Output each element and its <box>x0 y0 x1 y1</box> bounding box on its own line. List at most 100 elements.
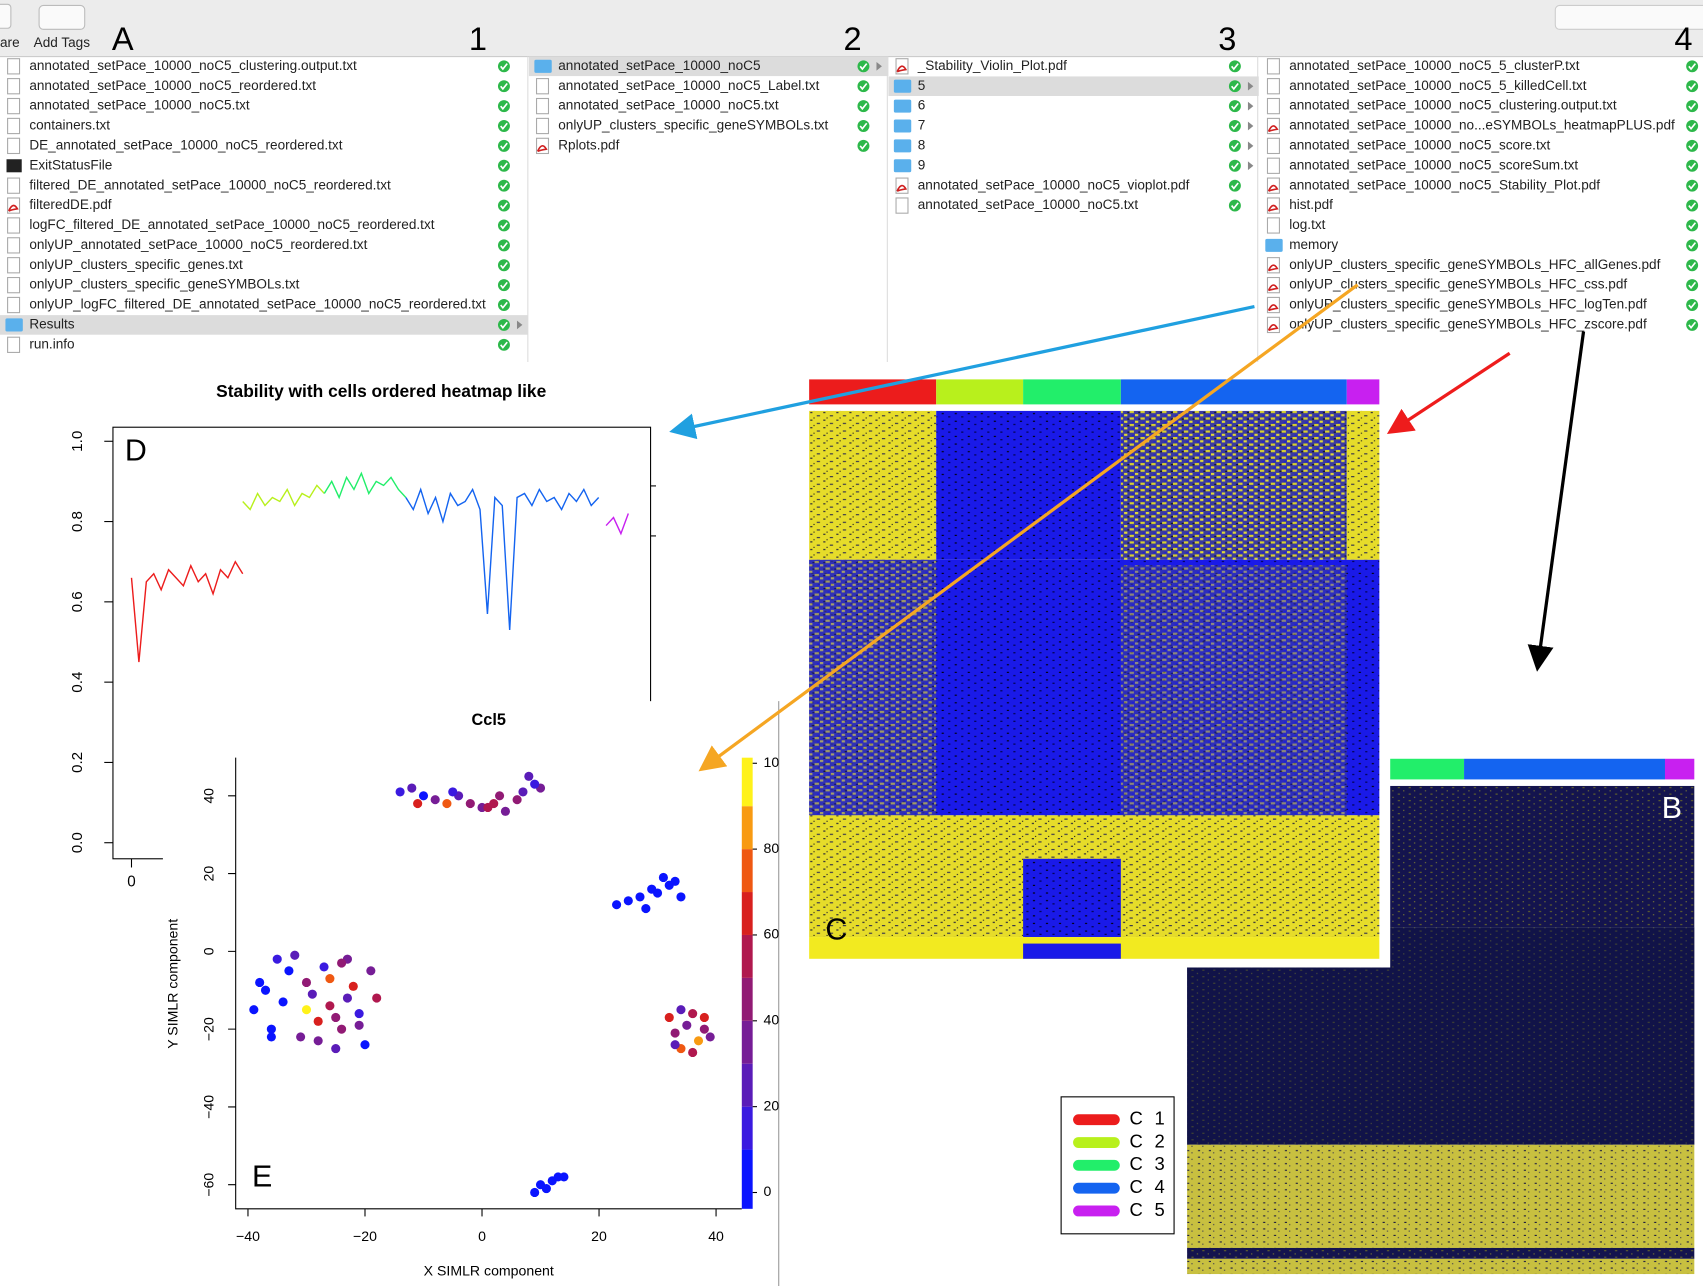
file-name[interactable]: annotated_setPace_10000_noC5 <box>558 58 760 73</box>
folder-icon <box>1265 238 1283 252</box>
colorbar-band <box>741 1106 753 1150</box>
stability-line <box>323 471 407 500</box>
search-field[interactable] <box>1554 4 1703 30</box>
check-glyph <box>859 102 868 111</box>
colorbar-band <box>741 934 753 978</box>
file-name[interactable]: 7 <box>918 118 926 133</box>
point <box>688 1009 698 1019</box>
file-name[interactable]: log.txt <box>1289 217 1325 232</box>
chevron <box>516 320 523 330</box>
file-name[interactable]: DE_annotated_setPace_10000_noC5_reordere… <box>29 137 342 152</box>
file-name[interactable]: filtered_DE_annotated_setPace_10000_noC5… <box>29 177 391 192</box>
file-name[interactable]: ExitStatusFile <box>29 157 112 172</box>
file-name[interactable]: onlyUP_clusters_specific_geneSYMBOLs_HFC… <box>1289 297 1647 312</box>
y-tick-label: 20 <box>200 866 216 882</box>
file-name[interactable]: run.info <box>29 336 74 351</box>
heatmap-c <box>798 375 1391 968</box>
check-glyph <box>1688 222 1697 230</box>
file-icon <box>1266 217 1280 234</box>
stability-plot: Stability with cells ordered heatmap lik… <box>69 381 657 891</box>
check-glyph <box>859 63 868 71</box>
file-name[interactable]: _Stability_Violin_Plot.pdf <box>917 58 1067 73</box>
file-icon <box>1266 78 1280 95</box>
file-name[interactable]: onlyUP_clusters_specific_geneSYMBOLs_HFC… <box>1289 317 1647 332</box>
pdf-glyph <box>896 65 908 73</box>
file-name[interactable]: annotated_setPace_10000_noC5_clustering.… <box>1289 98 1617 113</box>
colorbar-label: 40 <box>764 1012 780 1028</box>
axes <box>235 757 742 1210</box>
check-glyph <box>500 321 508 329</box>
x-tick-label: 0 <box>127 874 135 891</box>
file-name[interactable]: annotated_setPace_10000_noC5_scoreSum.tx… <box>1289 157 1578 172</box>
share-button[interactable] <box>0 3 12 29</box>
file-name[interactable]: 5 <box>918 78 926 93</box>
file-name[interactable]: onlyUP_clusters_specific_geneSYMBOLs_HFC… <box>1289 277 1627 292</box>
file-name[interactable]: onlyUP_annotated_setPace_10000_noC5_reor… <box>29 237 367 252</box>
y-tick-label: 0 <box>200 947 216 955</box>
legend-label: C 2 <box>1130 1130 1169 1151</box>
file-name[interactable]: annotated_setPace_10000_noC5_vioplot.pdf <box>918 177 1190 192</box>
file-name[interactable]: annotated_setPace_10000_noC5_score.txt <box>1289 137 1550 152</box>
file-name[interactable]: annotated_setPace_10000_noC5_Stability_P… <box>1289 177 1600 192</box>
file-name[interactable]: hist.pdf <box>1289 197 1333 212</box>
file-name[interactable]: annotated_setPace_10000_noC5_5_clusterP.… <box>1289 58 1579 73</box>
check-glyph <box>1230 82 1239 91</box>
point <box>658 872 668 883</box>
y-tick-label: 0.4 <box>69 671 86 693</box>
x-tick-label: 0 <box>478 1228 486 1244</box>
file-name[interactable]: onlyUP_clusters_specific_geneSYMBOLs.txt <box>29 277 299 292</box>
file-name[interactable]: onlyUP_clusters_specific_genes.txt <box>29 257 243 272</box>
file-name[interactable]: 8 <box>918 137 926 152</box>
point <box>465 799 475 809</box>
file-name[interactable]: containers.txt <box>29 118 110 133</box>
file-name[interactable]: onlyUP_clusters_specific_geneSYMBOLs_HFC… <box>1289 257 1660 272</box>
file-name[interactable]: annotated_setPace_10000_noC5.txt <box>558 98 779 113</box>
file-name[interactable]: 6 <box>918 98 926 113</box>
file-name[interactable]: 9 <box>918 157 926 172</box>
heatmap-block <box>1187 1144 1695 1248</box>
check-glyph <box>500 222 508 230</box>
status-check <box>857 120 870 132</box>
heatmap-block <box>1023 858 1121 938</box>
point <box>705 1032 715 1042</box>
point <box>699 1024 709 1034</box>
file-name[interactable]: annotated_setPace_10000_noC5.txt <box>918 197 1139 212</box>
legend-label: C 3 <box>1130 1153 1169 1174</box>
y-tick-label: −40 <box>200 1095 216 1119</box>
file-name[interactable]: memory <box>1289 237 1338 252</box>
file-name[interactable]: filteredDE.pdf <box>29 197 111 212</box>
y-tick-label: 0.8 <box>69 511 86 532</box>
panel-label: C <box>825 913 847 947</box>
check-glyph <box>500 341 508 349</box>
point <box>518 787 528 797</box>
point <box>541 1184 551 1194</box>
check-glyph <box>859 122 868 131</box>
file-name[interactable]: annotated_setPace_10000_noC5_reordered.t… <box>29 78 316 93</box>
file-name[interactable]: annotated_setPace_10000_noC5_5_killedCel… <box>1289 78 1587 93</box>
check-glyph <box>500 301 508 310</box>
chart-title: Ccl5 <box>472 711 506 729</box>
tags-button[interactable] <box>38 4 86 30</box>
file-icon <box>7 276 21 294</box>
y-tick-label: 0.6 <box>69 591 86 612</box>
point <box>255 977 265 988</box>
file-name[interactable]: Results <box>29 317 74 332</box>
file-name[interactable]: onlyUP_clusters_specific_geneSYMBOLs.txt <box>558 118 828 133</box>
folder-icon <box>534 59 552 73</box>
pdf-glyph <box>1267 125 1279 133</box>
file-name[interactable]: annotated_setPace_10000_noC5_Label.txt <box>558 78 819 93</box>
check-glyph <box>500 142 508 150</box>
file-name[interactable]: Rplots.pdf <box>558 137 619 152</box>
file-name[interactable]: onlyUP_logFC_filtered_DE_annotated_setPa… <box>29 297 486 312</box>
file-name[interactable]: logFC_filtered_DE_annotated_setPace_1000… <box>29 217 434 232</box>
file-name[interactable]: annotated_setPace_10000_no...eSYMBOLs_he… <box>1289 118 1675 133</box>
point <box>360 1040 370 1050</box>
point <box>325 974 335 984</box>
status-check <box>497 318 510 331</box>
point <box>266 1024 276 1034</box>
status-check <box>1228 100 1241 113</box>
check-glyph <box>1688 82 1697 91</box>
file-name[interactable]: annotated_setPace_10000_noC5_clustering.… <box>29 58 357 73</box>
colorbar-band <box>741 977 753 1021</box>
file-name[interactable]: annotated_setPace_10000_noC5.txt <box>29 98 250 113</box>
